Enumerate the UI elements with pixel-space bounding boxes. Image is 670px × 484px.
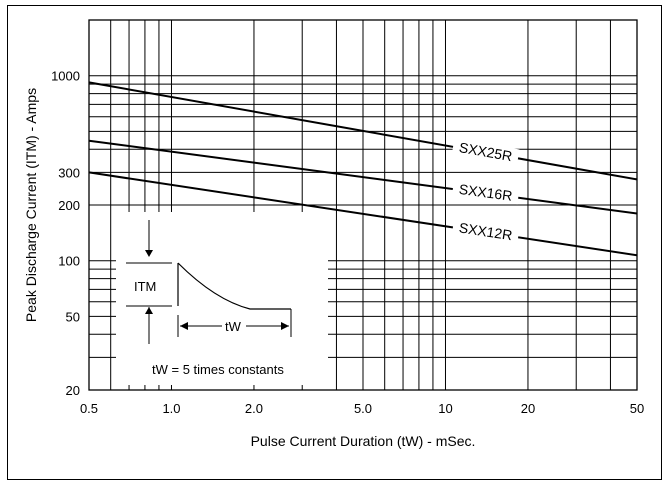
series-lines xyxy=(88,81,638,257)
inset-diagram: ITM tW tW = 5 times constants xyxy=(126,220,292,377)
y-tick-label: 200 xyxy=(58,198,80,213)
y-tick-label: 50 xyxy=(66,309,80,324)
x-tick-label: 2.0 xyxy=(245,401,263,416)
series-label-bg xyxy=(451,180,520,205)
x-axis-label: Pulse Current Duration (tW) - mSec. xyxy=(251,433,476,449)
series-label-bg xyxy=(451,218,520,245)
series-line-sxx12r xyxy=(88,171,638,257)
series-label-sxx12r: SXX12R xyxy=(458,219,513,243)
y-tick-labels: 20 50 100 200 300 1000 xyxy=(51,69,80,398)
inset-box xyxy=(116,212,328,385)
y-tick-label: 20 xyxy=(66,383,80,398)
inset-duration-label: tW xyxy=(225,319,242,334)
inset-note: tW = 5 times constants xyxy=(152,362,284,377)
plot-border xyxy=(88,19,638,391)
series-line-sxx16r xyxy=(88,139,638,215)
x-tick-label: 0.5 xyxy=(80,401,98,416)
y-tick-label: 100 xyxy=(58,254,80,269)
series-line-sxx25r xyxy=(88,81,638,181)
series-label-sxx16r: SXX16R xyxy=(458,181,513,204)
inset-left-arrow-icon xyxy=(180,322,188,330)
series-label-bg xyxy=(451,137,520,166)
x-tick-label: 1.0 xyxy=(162,401,180,416)
x-tick-label: 50 xyxy=(630,401,644,416)
inset-pulse-label: ITM xyxy=(134,279,156,294)
inset-up-arrow-icon xyxy=(145,307,153,314)
x-tick-labels: 0.5 1.0 2.0 5.0 10 20 50 xyxy=(80,401,644,416)
x-tick-label: 10 xyxy=(438,401,452,416)
inset-right-arrow-icon xyxy=(281,322,289,330)
y-axis-label: Peak Discharge Current (ITM) - Amps xyxy=(23,88,39,322)
x-tick-label: 20 xyxy=(521,401,535,416)
inset-pulse-decay xyxy=(177,262,291,310)
y-tick-label: 1000 xyxy=(51,69,80,84)
y-tick-label: 300 xyxy=(58,165,80,180)
inset-down-arrow-icon xyxy=(145,250,153,257)
x-tick-label: 5.0 xyxy=(354,401,372,416)
